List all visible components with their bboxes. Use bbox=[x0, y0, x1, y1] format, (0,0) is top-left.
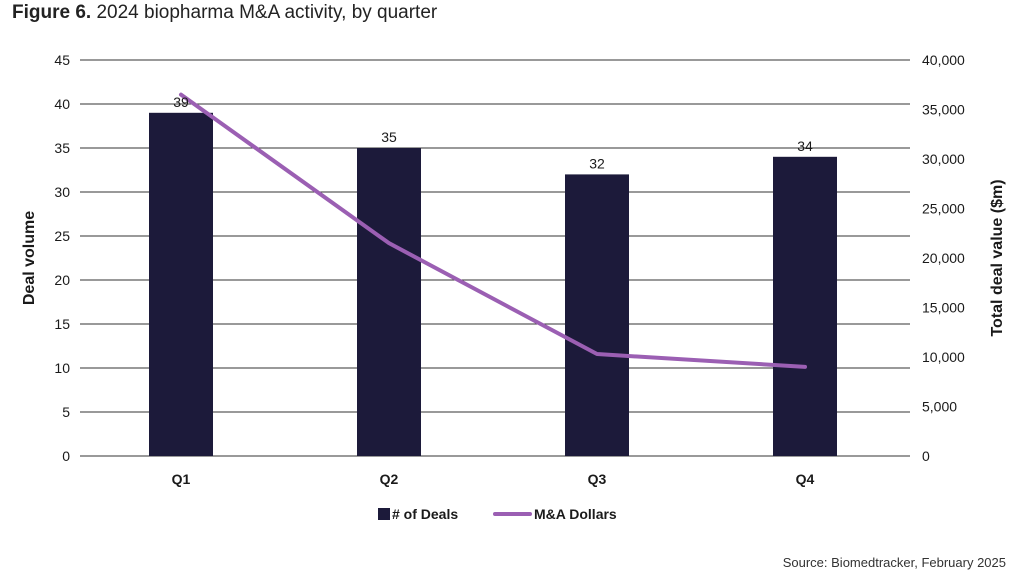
right-axis-title: Total deal value ($m) bbox=[989, 179, 1006, 336]
left-axis-tick-label: 45 bbox=[54, 52, 70, 68]
data-label-q4: 34 bbox=[797, 138, 813, 154]
data-label-q3: 32 bbox=[589, 155, 605, 171]
category-label: Q4 bbox=[796, 471, 815, 487]
left-axis-tick-label: 35 bbox=[54, 140, 70, 156]
right-axis-tick-label: 5,000 bbox=[922, 399, 957, 415]
right-axis-tick-label: 30,000 bbox=[922, 151, 965, 167]
legend-dollars-label: M&A Dollars bbox=[534, 506, 617, 522]
left-axis-tick-label: 15 bbox=[54, 316, 70, 332]
data-label-q1: 39 bbox=[173, 94, 189, 110]
category-label: Q3 bbox=[588, 471, 607, 487]
category-label: Q2 bbox=[380, 471, 399, 487]
figure-title-text: 2024 biopharma M&A activity, by quarter bbox=[96, 2, 438, 23]
line-series bbox=[179, 92, 807, 369]
category-axis: Q1 Q2 Q3 Q4 bbox=[172, 471, 815, 487]
legend-bar-swatch bbox=[378, 508, 390, 520]
right-axis-tick-label: 10,000 bbox=[922, 349, 965, 365]
left-axis-title: Deal volume bbox=[21, 211, 38, 305]
left-axis-tick-label: 40 bbox=[54, 96, 70, 112]
line-m-and-a-dollars bbox=[179, 92, 807, 369]
right-axis-tick-label: 0 bbox=[922, 448, 930, 464]
legend-deals-label: # of Deals bbox=[392, 506, 458, 522]
right-axis-tick-label: 20,000 bbox=[922, 250, 965, 266]
left-axis-tick-label: 30 bbox=[54, 184, 70, 200]
bar-q3 bbox=[565, 174, 629, 456]
data-labels: 39 35 32 34 bbox=[173, 94, 813, 172]
legend: # of Deals M&A Dollars bbox=[378, 506, 617, 522]
data-label-q2: 35 bbox=[381, 129, 397, 145]
left-axis-tick-label: 10 bbox=[54, 360, 70, 376]
right-axis-tick-label: 40,000 bbox=[922, 52, 965, 68]
bar-q2 bbox=[357, 148, 421, 456]
figure-title: Figure 6. 2024 biopharma M&A activity, b… bbox=[12, 2, 437, 24]
left-axis-ticks: 0 5 10 15 20 25 30 35 40 45 bbox=[54, 52, 70, 464]
left-axis-tick-label: 0 bbox=[62, 448, 70, 464]
left-axis-tick-label: 20 bbox=[54, 272, 70, 288]
figure-label: Figure 6. bbox=[12, 2, 92, 23]
bar-q4 bbox=[773, 156, 837, 457]
gridlines bbox=[80, 59, 910, 457]
bar-series bbox=[149, 112, 837, 457]
category-label: Q1 bbox=[172, 471, 191, 487]
source-note: Source: Biomedtracker, February 2025 bbox=[782, 555, 1006, 570]
right-axis-ticks: 0 5,000 10,000 15,000 20,000 25,000 30,000 35,0… bbox=[922, 52, 965, 464]
right-axis-tick-label: 25,000 bbox=[922, 201, 965, 217]
right-axis-tick-label: 15,000 bbox=[922, 300, 965, 316]
right-axis-tick-label: 35,000 bbox=[922, 102, 965, 118]
left-axis-tick-label: 5 bbox=[62, 404, 70, 420]
bar-q1 bbox=[149, 112, 213, 457]
left-axis-tick-label: 25 bbox=[54, 228, 70, 244]
